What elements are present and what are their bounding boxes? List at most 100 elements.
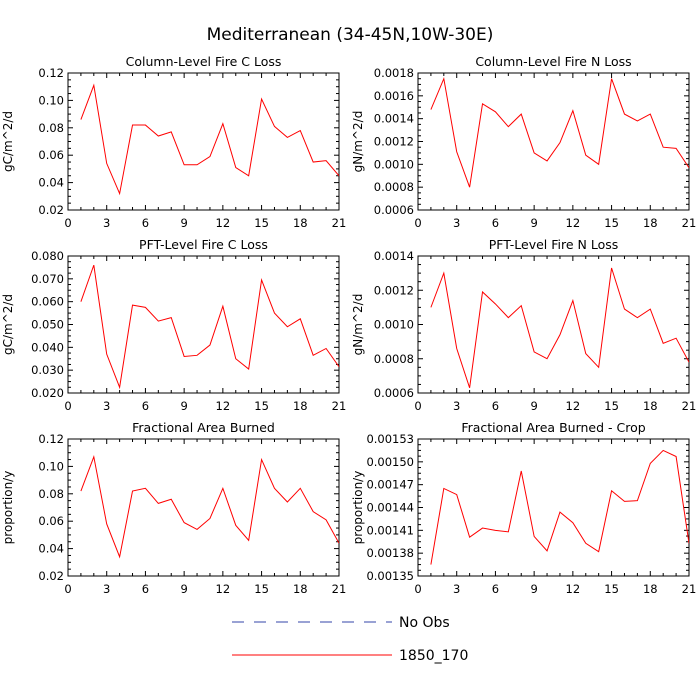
- panel-5: Fractional Area Burned 0 3 6 9 12 15 18 21 0.02 0.…: [1, 420, 346, 596]
- x-tick-label: 15: [604, 216, 619, 230]
- panel-3: PFT-Level Fire C Loss 0 3 6 9 12 15 18 21 0.020 0.…: [1, 237, 346, 413]
- y-axis-label: gN/m^2/d: [351, 111, 365, 173]
- x-tick-label: 18: [643, 582, 658, 596]
- main-title: Mediterranean (34-45N,10W-30E): [207, 25, 494, 45]
- x-tick-label: 9: [530, 216, 537, 230]
- panel-2: Column-Level Fire N Loss 0 3 6 9 12 15 18 21 0.00…: [351, 54, 696, 230]
- series-line-1850-170: [80, 264, 339, 390]
- y-tick-label: 0.08: [38, 487, 64, 501]
- y-tick-label: 0.02: [38, 569, 64, 583]
- y-tick-label: 0.12: [38, 66, 64, 80]
- x-tick-label: 15: [604, 582, 619, 596]
- x-tick-label: 0: [64, 399, 71, 413]
- x-tick-label: 21: [682, 582, 697, 596]
- x-tick-label: 0: [64, 216, 71, 230]
- x-tick-label: 0: [414, 582, 421, 596]
- series-line-1850-170: [430, 449, 689, 565]
- x-tick-label: 9: [530, 582, 537, 596]
- panel-frame: [67, 255, 340, 394]
- y-tick-label: 0.12: [38, 432, 64, 446]
- y-tick-label: 0.08: [38, 121, 64, 135]
- y-tick-label: 0.020: [31, 386, 64, 400]
- y-tick-label: 0.0010: [374, 157, 414, 171]
- x-tick-label: 21: [332, 216, 347, 230]
- x-tick-label: 9: [180, 216, 187, 230]
- y-tick-label: 0.0006: [374, 386, 414, 400]
- y-tick-label: 0.040: [31, 340, 64, 354]
- panel-frame: [417, 255, 690, 394]
- x-tick-label: 0: [414, 399, 421, 413]
- series-line-1850-170: [430, 76, 689, 188]
- x-tick-label: 0: [64, 582, 71, 596]
- y-tick-label: 0.00138: [366, 546, 414, 560]
- x-tick-label: 3: [103, 216, 110, 230]
- panel-frame: [67, 438, 340, 577]
- y-tick-label: 0.02: [38, 203, 64, 217]
- x-tick-label: 18: [643, 216, 658, 230]
- x-tick-label: 18: [643, 399, 658, 413]
- x-tick-label: 6: [142, 216, 149, 230]
- y-tick-label: 0.0016: [374, 89, 414, 103]
- x-tick-label: 12: [216, 216, 231, 230]
- y-tick-label: 0.0006: [374, 203, 414, 217]
- y-tick-label: 0.00144: [366, 501, 414, 515]
- series-line-1850-170: [80, 83, 339, 196]
- panel-frame: [417, 438, 690, 577]
- y-tick-label: 0.030: [31, 363, 64, 377]
- y-tick-label: 0.00150: [366, 455, 414, 469]
- x-tick-label: 6: [142, 582, 149, 596]
- y-axis-label: gC/m^2/d: [1, 294, 15, 355]
- y-tick-label: 0.0014: [374, 112, 414, 126]
- y-tick-label: 0.00135: [366, 569, 414, 583]
- y-tick-label: 0.10: [38, 93, 64, 107]
- x-tick-label: 3: [453, 216, 460, 230]
- y-tick-label: 0.0008: [374, 352, 414, 366]
- y-tick-label: 0.0014: [374, 249, 414, 263]
- y-tick-label: 0.04: [38, 176, 64, 190]
- y-axis-label: proportion/y: [1, 471, 15, 545]
- x-tick-label: 12: [216, 399, 231, 413]
- x-tick-label: 0: [414, 216, 421, 230]
- x-tick-label: 3: [453, 399, 460, 413]
- series-line-1850-170: [80, 454, 339, 559]
- x-tick-label: 21: [682, 216, 697, 230]
- x-tick-label: 6: [492, 582, 499, 596]
- y-tick-label: 0.00147: [366, 478, 414, 492]
- x-tick-label: 21: [332, 582, 347, 596]
- legend: No Obs 1850_170: [232, 615, 468, 664]
- y-tick-label: 0.0012: [374, 283, 414, 297]
- y-tick-label: 0.06: [38, 148, 64, 162]
- panel-title: Column-Level Fire N Loss: [475, 54, 631, 69]
- x-tick-label: 18: [293, 399, 308, 413]
- x-tick-label: 18: [293, 216, 308, 230]
- y-axis-label: gN/m^2/d: [351, 294, 365, 356]
- panel-4: PFT-Level Fire N Loss 0 3 6 9 12 15 18 21 0.0006 0…: [351, 237, 696, 413]
- y-tick-label: 0.06: [38, 514, 64, 528]
- panel-title: Fractional Area Burned: [132, 420, 275, 435]
- x-tick-label: 12: [216, 582, 231, 596]
- x-tick-label: 3: [103, 582, 110, 596]
- y-axis-label: proportion/y: [351, 471, 365, 545]
- y-axis-label: gC/m^2/d: [1, 111, 15, 172]
- x-tick-label: 21: [682, 399, 697, 413]
- panels: Column-Level Fire C Loss 0 3 6 9 12 15 18 21 0.02…: [1, 54, 696, 596]
- panel-1: Column-Level Fire C Loss 0 3 6 9 12 15 18 21 0.02…: [1, 54, 346, 230]
- panel-title: Fractional Area Burned - Crop: [461, 420, 645, 435]
- y-tick-label: 0.070: [31, 272, 64, 286]
- x-tick-label: 9: [180, 582, 187, 596]
- y-tick-label: 0.0008: [374, 180, 414, 194]
- legend-label-1850-170: 1850_170: [399, 648, 468, 664]
- x-tick-label: 9: [530, 399, 537, 413]
- y-tick-label: 0.00141: [366, 523, 414, 537]
- x-tick-label: 12: [566, 582, 581, 596]
- x-tick-label: 21: [332, 399, 347, 413]
- y-tick-label: 0.060: [31, 295, 64, 309]
- y-tick-label: 0.0012: [374, 135, 414, 149]
- panel-frame: [67, 72, 340, 211]
- series-line-1850-170: [430, 267, 689, 389]
- panel-6: Fractional Area Burned - Crop 0 3 6 9 12 15 18 2…: [351, 420, 696, 596]
- x-tick-label: 15: [604, 399, 619, 413]
- x-tick-label: 15: [254, 216, 269, 230]
- x-tick-label: 3: [103, 399, 110, 413]
- panel-frame: [417, 72, 690, 211]
